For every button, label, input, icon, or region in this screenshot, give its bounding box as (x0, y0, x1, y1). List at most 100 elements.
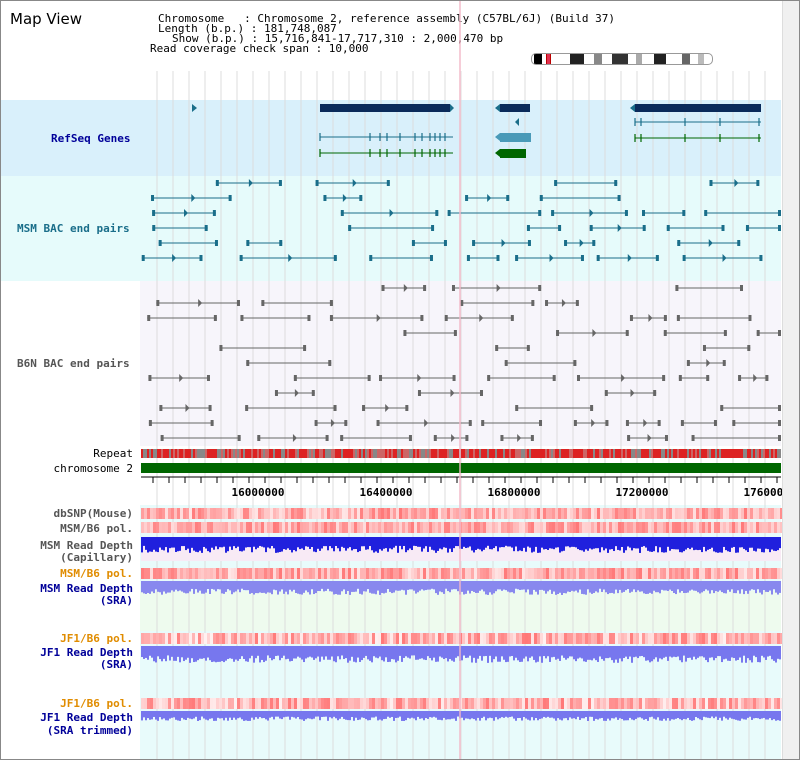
pol-cell (510, 522, 513, 533)
bac-end (495, 345, 499, 351)
depth-bar (297, 537, 299, 548)
depth-bar (687, 646, 689, 658)
msm-b6-pol-label[interactable]: MSM/B6 pol. (60, 522, 133, 535)
pol-cell (669, 522, 672, 533)
pol-cell (714, 633, 717, 644)
pol-cell (156, 568, 159, 579)
depth-bar (647, 646, 649, 661)
vertical-scrollbar[interactable] (782, 1, 799, 759)
pol-cell (510, 698, 513, 709)
pol-cell (654, 698, 657, 709)
b6n-bac-label[interactable]: B6N BAC end pairs (17, 357, 130, 370)
bac-end (526, 345, 530, 351)
depth-bar (211, 646, 213, 662)
depth-bar (153, 646, 155, 662)
pol-cell (651, 698, 654, 709)
pol-cell (264, 698, 267, 709)
msm-read-depth-cap-sub: (Capillary) (60, 551, 133, 564)
depth-bar (755, 646, 757, 658)
depth-bar (161, 581, 163, 595)
pol-cell (594, 698, 597, 709)
depth-bar (331, 711, 333, 719)
depth-bar (421, 581, 423, 590)
pol-cell (507, 522, 510, 533)
bac-end (293, 375, 297, 381)
depth-bar (653, 711, 655, 719)
depth-bar (651, 537, 653, 552)
tracks-canvas[interactable] (1, 1, 782, 759)
pol-cell (684, 508, 687, 519)
pol-cell (693, 522, 696, 533)
pol-cell (264, 522, 267, 533)
depth-bar (477, 646, 479, 659)
depth-bar (687, 581, 689, 593)
depth-bar (631, 537, 633, 551)
jf1-read-depth-sra-label[interactable]: JF1 Read Depth (40, 646, 133, 659)
depth-bar (457, 711, 459, 717)
bac-end (625, 420, 629, 426)
depth-bar (551, 711, 553, 718)
pol-cell (285, 522, 288, 533)
jf1-b6-pol-2-label[interactable]: JF1/B6 pol. (60, 697, 133, 710)
bac-arrow (753, 374, 758, 382)
pol-cell (357, 698, 360, 709)
depth-bar (675, 646, 677, 658)
repeat-segment (705, 449, 707, 458)
depth-bar (479, 537, 481, 550)
pol-cell (714, 508, 717, 519)
depth-bar (555, 711, 557, 721)
pol-cell (345, 633, 348, 644)
depth-bar (409, 711, 411, 719)
jf1-b6-pol-label[interactable]: JF1/B6 pol. (60, 632, 133, 645)
depth-bar (419, 646, 421, 659)
depth-bar (713, 581, 715, 594)
pol-cell (270, 698, 273, 709)
msm-read-depth-sra-label[interactable]: MSM Read Depth (40, 582, 133, 595)
depth-bar (169, 537, 171, 549)
refseq-label[interactable]: RefSeq Genes (51, 132, 131, 145)
depth-bar (311, 581, 313, 590)
repeat-segment (273, 449, 275, 458)
bac-end (682, 210, 686, 216)
pol-cell (435, 568, 438, 579)
depth-bar (647, 537, 649, 551)
depth-bar (381, 711, 383, 721)
jf1-read-depth-trim-label[interactable]: JF1 Read Depth (40, 711, 133, 724)
msm-bac-label[interactable]: MSM BAC end pairs (17, 222, 130, 235)
repeat-segment (745, 449, 747, 458)
depth-bar (707, 646, 709, 663)
depth-bar (277, 646, 279, 656)
depth-bar (749, 537, 751, 548)
depth-bar (197, 581, 199, 593)
pol-cell (243, 568, 246, 579)
repeat-segment (175, 449, 177, 458)
bac-arrow (617, 224, 622, 232)
chromosome-ideogram[interactable] (531, 53, 713, 65)
pol-cell (402, 568, 405, 579)
bac-end (219, 345, 223, 351)
msm-read-depth-cap-label[interactable]: MSM Read Depth (40, 539, 133, 552)
pol-cell (720, 633, 723, 644)
pol-cell (165, 522, 168, 533)
pol-cell (723, 568, 726, 579)
depth-bar (441, 711, 443, 721)
depth-bar (343, 646, 345, 660)
repeat-segment (313, 449, 315, 458)
dbsnp-label[interactable]: dbSNP(Mouse) (53, 507, 133, 520)
pol-cell (339, 522, 342, 533)
depth-bar (301, 711, 303, 720)
pol-cell (174, 568, 177, 579)
depth-bar (473, 711, 475, 720)
msm-b6-pol-2-label[interactable]: MSM/B6 pol. (60, 567, 133, 580)
pol-cell (699, 698, 702, 709)
depth-bar (627, 581, 629, 589)
depth-bar (261, 646, 263, 660)
depth-bar (613, 581, 615, 594)
repeat-segment (245, 449, 247, 458)
msm-read-depth-sra-sub: (SRA) (99, 594, 133, 607)
depth-bar (441, 646, 443, 658)
pol-cell (411, 522, 414, 533)
pol-cell (696, 633, 699, 644)
depth-bar (247, 581, 249, 591)
repeat-segment (489, 449, 491, 458)
